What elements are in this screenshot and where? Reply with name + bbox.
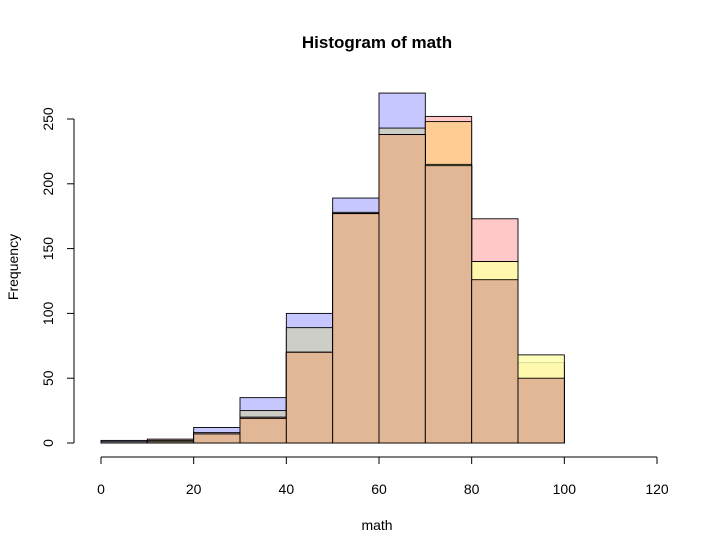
y-axis-label: Frequency	[5, 234, 21, 300]
y-tick-label-200: 200	[40, 172, 56, 196]
series-6	[146, 134, 565, 444]
bar-s6-bin-60	[378, 134, 426, 444]
y-axis: 0 50 100 150 200 250	[40, 107, 75, 447]
bar-s6-bin-30	[239, 417, 287, 444]
x-tick-label-0: 0	[97, 481, 105, 497]
y-tick-label-150: 150	[40, 237, 56, 261]
x-tick-label-40: 40	[279, 481, 295, 497]
y-tick-label-250: 250	[40, 107, 56, 131]
chart-title: Histogram of math	[302, 33, 452, 52]
bar-s2-bin-0	[100, 441, 148, 444]
bar-s6-bin-90	[517, 377, 565, 444]
y-tick-label-0: 0	[40, 439, 56, 447]
bar-s6-bin-40	[285, 351, 334, 444]
x-tick-label-60: 60	[371, 481, 387, 497]
bar-s6-bin-10	[146, 441, 195, 444]
x-tick-label-120: 120	[645, 481, 669, 497]
bar-s6-bin-80	[471, 279, 519, 444]
bar-s6-bin-20	[193, 433, 241, 444]
x-axis-label: math	[361, 517, 392, 533]
y-tick-label-100: 100	[40, 302, 56, 326]
x-tick-label-100: 100	[553, 481, 577, 497]
bars-layer	[100, 92, 565, 444]
y-tick-label-50: 50	[40, 370, 56, 386]
x-axis: 0 20 40 60 80 100 120	[97, 456, 669, 497]
bar-s6-bin-70	[424, 165, 473, 444]
x-tick-label-80: 80	[464, 481, 480, 497]
bar-s6-bin-50	[332, 213, 380, 444]
x-tick-label-20: 20	[186, 481, 202, 497]
